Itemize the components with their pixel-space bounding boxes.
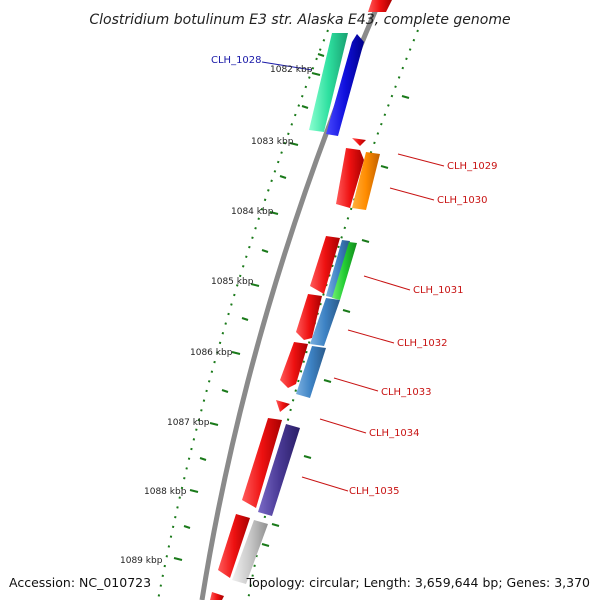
leader-clh-1032 (347, 329, 395, 344)
cds-clh-1028-cyan[interactable] (309, 33, 348, 132)
cds-clh-1033-red[interactable] (280, 342, 308, 388)
leader-clh-1033 (333, 377, 379, 392)
leader-clh-1029 (397, 153, 445, 167)
kbp-ticks (173, 72, 321, 561)
leader-lines (261, 61, 445, 492)
cds-clh-1029-red[interactable] (336, 148, 364, 208)
kbp-label: 1089 kbp (120, 556, 163, 566)
kbp-tick (173, 557, 183, 561)
cds-clh-1031-green[interactable] (332, 242, 357, 300)
cds-clh-1032-steel[interactable] (310, 298, 340, 346)
kbp-tick (311, 72, 321, 76)
kbp-label: 1087 kbp (167, 418, 210, 428)
kbp-tick (231, 351, 241, 355)
gene-label-clh-1034[interactable]: CLH_1034 (369, 428, 420, 439)
leader-clh-1035 (301, 476, 349, 492)
kbp-labels: 1082 kbp 1083 kbp 1084 kbp 1085 kbp 1086… (120, 65, 313, 566)
inner-track-ticks (183, 53, 325, 529)
cds-bottom-gray[interactable] (232, 520, 268, 584)
gene-label-clh-1029[interactable]: CLH_1029 (447, 161, 498, 172)
kbp-tick (189, 489, 199, 493)
outer-track-ticks (261, 95, 410, 547)
gene-label-clh-1030[interactable]: CLH_1030 (437, 195, 488, 206)
cds-clh-1035-red[interactable] (242, 418, 282, 508)
gene-label-clh-1033[interactable]: CLH_1033 (381, 387, 432, 398)
cds-clh-1034-red[interactable] (276, 400, 290, 412)
cds-bottom-red[interactable] (218, 514, 250, 578)
accession-text: Accession: NC_010723 (9, 575, 151, 590)
gene-label-clh-1032[interactable]: CLH_1032 (397, 338, 448, 349)
gene-label-clh-1031[interactable]: CLH_1031 (413, 285, 464, 296)
leader-clh-1030 (389, 187, 435, 201)
cds-clh-1030-orange[interactable] (352, 152, 380, 210)
gene-labels: CLH_1028 CLH_1029 CLH_1030 CLH_1031 CLH_… (211, 55, 498, 497)
gene-label-clh-1028[interactable]: CLH_1028 (211, 55, 262, 66)
map-title: Clostridium botulinum E3 str. Alaska E43… (89, 12, 510, 28)
cds-bottom-red-2[interactable] (210, 592, 224, 600)
kbp-label: 1088 kbp (144, 487, 187, 497)
cds-clh-1028-blue[interactable] (326, 34, 364, 136)
kbp-label: 1083 kbp (251, 137, 294, 147)
cds-features (210, 0, 392, 600)
kbp-tick (209, 422, 219, 426)
topology-text: Topology: circular; Length: 3,659,644 bp… (246, 575, 590, 590)
cds-clh-1031-red[interactable] (310, 236, 340, 294)
cds-clh-1035-purple[interactable] (258, 424, 300, 516)
leader-clh-1028 (261, 61, 313, 71)
leader-clh-1031 (363, 275, 411, 291)
kbp-tick (289, 142, 299, 146)
cds-top-red[interactable] (368, 0, 392, 12)
kbp-tick (250, 283, 260, 287)
kbp-label: 1086 kbp (190, 348, 233, 358)
leader-clh-1034 (319, 418, 367, 434)
cds-clh-1031-steel[interactable] (326, 240, 350, 298)
kbp-label: 1084 kbp (231, 207, 274, 217)
cds-clh-1032-red[interactable] (296, 294, 322, 340)
genome-backbone (199, 0, 383, 600)
kbp-tick (269, 211, 279, 215)
gene-label-clh-1035[interactable]: CLH_1035 (349, 486, 400, 497)
kbp-label: 1082 kbp (270, 65, 313, 75)
cds-clh-1033-steel[interactable] (296, 346, 326, 398)
kbp-label: 1085 kbp (211, 277, 254, 287)
cds-small-red-1[interactable] (352, 138, 366, 146)
